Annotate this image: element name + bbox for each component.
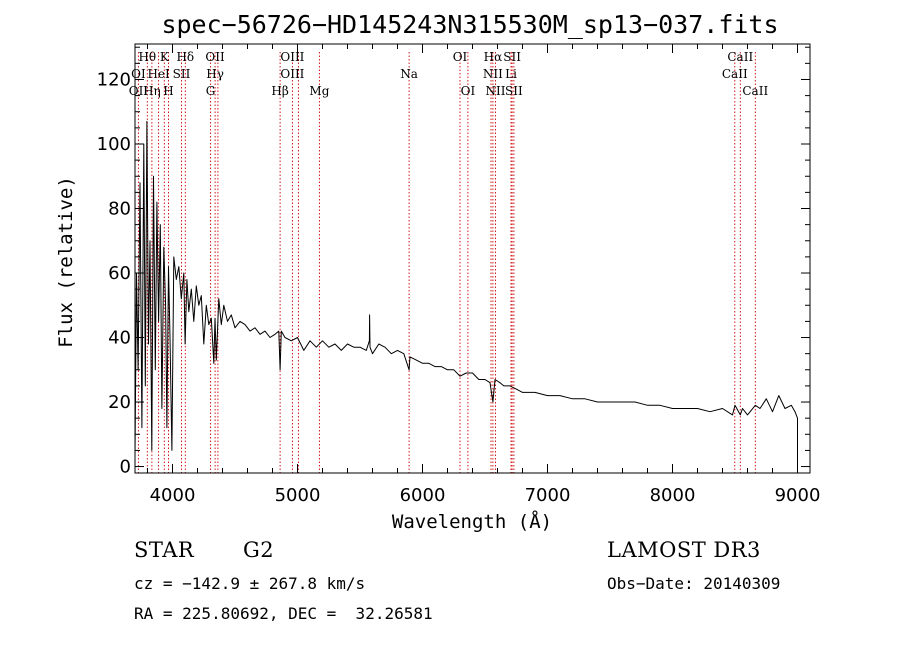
line-label-10: HeI (147, 67, 170, 81)
x-tick-label-2: 6000 (400, 485, 446, 506)
y-tick-label-0: 0 (120, 457, 131, 478)
x-tick-label-0: 4000 (150, 485, 196, 506)
x-tick-label-3: 7000 (525, 485, 571, 506)
plot-frame (134, 43, 811, 474)
line-label-20: H (163, 84, 173, 98)
line-label-3: OII (205, 50, 225, 64)
line-label-18: OII (129, 84, 149, 98)
x-tick-label-4: 8000 (650, 485, 696, 506)
line-label-21: G (206, 84, 216, 98)
line-label-12: Hγ (206, 67, 224, 81)
x-tick-label-5: 9000 (775, 485, 821, 506)
y-tick-label-2: 40 (108, 328, 131, 349)
chart-title: spec−56726−HD145243N315530M_sp13−037.fit… (161, 10, 778, 39)
x-axis-label: Wavelength (Å) (392, 510, 552, 533)
y-tick-label-5: 100 (97, 134, 131, 155)
line-label-17: CaII (722, 67, 748, 81)
line-label-23: Mg (309, 84, 329, 98)
line-label-4: OIII (280, 50, 304, 64)
redshift-text: cz = −142.9 ± 267.8 km/s (134, 574, 366, 593)
axis-ticks: 4000 5000 6000 7000 8000 9000 0 20 40 60 80 100 120 (97, 44, 821, 506)
y-tick-label-1: 20 (108, 392, 131, 413)
line-label-27: CaII (742, 84, 768, 98)
x-tick-label-1: 5000 (275, 485, 321, 506)
y-tick-label-4: 80 (108, 199, 131, 220)
spectral-subclass: G2 (243, 538, 275, 562)
emission-line-markers (137, 52, 756, 473)
line-label-1: K (160, 50, 170, 64)
line-label-7: SII (503, 50, 521, 64)
line-label-16: Li (505, 67, 517, 81)
survey-name: LAMOST DR3 (607, 538, 761, 562)
y-axis-label: Flux (relative) (55, 176, 77, 348)
object-class: STAR (134, 538, 195, 562)
coordinates-text: RA = 225.80692, DEC = 32.26581 (134, 604, 433, 623)
line-label-19: Hη (143, 84, 161, 98)
line-label-2: Hδ (176, 50, 194, 64)
observation-date: Obs−Date: 20140309 (607, 574, 781, 593)
line-label-25: NII (486, 84, 506, 98)
line-label-9: OI (131, 67, 146, 81)
line-label-5: OI (453, 50, 468, 64)
line-label-11: SII (173, 67, 191, 81)
line-label-0: Hθ (138, 50, 156, 64)
line-label-26: SII (505, 84, 523, 98)
line-label-8: CaII (727, 50, 753, 64)
y-tick-label-3: 60 (108, 263, 131, 284)
line-label-22: Hβ (271, 84, 288, 98)
line-label-6: Hα (484, 50, 503, 64)
y-tick-label-6: 120 (97, 69, 131, 90)
line-label-24: OI (461, 84, 476, 98)
line-label-15: NII (483, 67, 503, 81)
line-label-14: Na (400, 67, 418, 81)
line-label-13: OIII (280, 67, 304, 81)
spectrum-line (134, 120, 798, 467)
